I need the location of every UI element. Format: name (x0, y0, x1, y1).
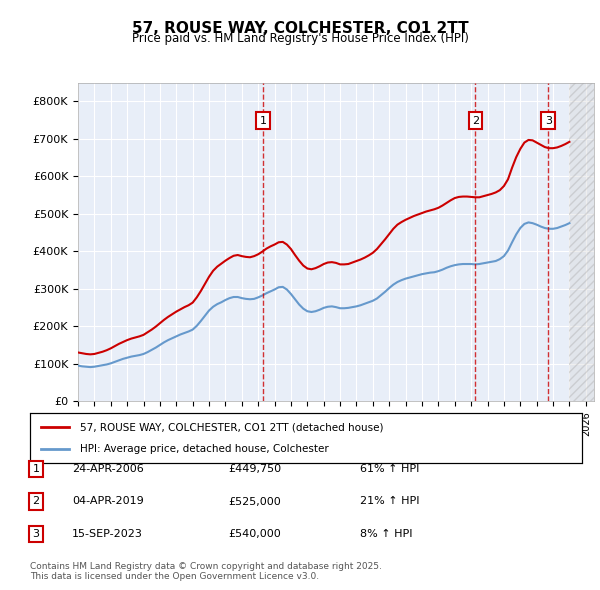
Text: 1: 1 (32, 464, 40, 474)
Text: 2: 2 (472, 116, 479, 126)
Text: 3: 3 (32, 529, 40, 539)
Text: £525,000: £525,000 (228, 497, 281, 506)
Text: £449,750: £449,750 (228, 464, 281, 474)
Text: Contains HM Land Registry data © Crown copyright and database right 2025.
This d: Contains HM Land Registry data © Crown c… (30, 562, 382, 581)
Text: 1: 1 (260, 116, 267, 126)
Text: HPI: Average price, detached house, Colchester: HPI: Average price, detached house, Colc… (80, 444, 328, 454)
Polygon shape (569, 83, 594, 401)
Text: £540,000: £540,000 (228, 529, 281, 539)
Text: 8% ↑ HPI: 8% ↑ HPI (360, 529, 413, 539)
Text: 57, ROUSE WAY, COLCHESTER, CO1 2TT: 57, ROUSE WAY, COLCHESTER, CO1 2TT (131, 21, 469, 35)
Text: 15-SEP-2023: 15-SEP-2023 (72, 529, 143, 539)
Text: Price paid vs. HM Land Registry's House Price Index (HPI): Price paid vs. HM Land Registry's House … (131, 32, 469, 45)
Text: 24-APR-2006: 24-APR-2006 (72, 464, 144, 474)
Text: 61% ↑ HPI: 61% ↑ HPI (360, 464, 419, 474)
Text: 3: 3 (545, 116, 552, 126)
Text: 2: 2 (32, 497, 40, 506)
Text: 04-APR-2019: 04-APR-2019 (72, 497, 144, 506)
Text: 21% ↑ HPI: 21% ↑ HPI (360, 497, 419, 506)
Text: 57, ROUSE WAY, COLCHESTER, CO1 2TT (detached house): 57, ROUSE WAY, COLCHESTER, CO1 2TT (deta… (80, 422, 383, 432)
